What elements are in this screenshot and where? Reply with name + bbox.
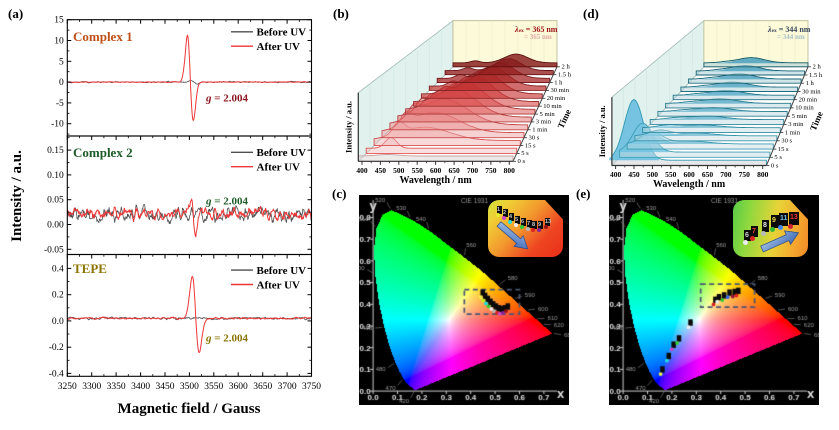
svg-text:0.2: 0.2 xyxy=(52,291,64,301)
svg-text:-5: -5 xyxy=(56,99,64,109)
svg-text:750: 750 xyxy=(739,170,751,179)
svg-text:Intensity / a.u.: Intensity / a.u. xyxy=(9,150,25,242)
svg-text:3500: 3500 xyxy=(180,382,199,392)
svg-text:800: 800 xyxy=(504,166,516,175)
svg-text:0.00: 0.00 xyxy=(47,221,64,231)
svg-text:(a): (a) xyxy=(8,6,23,21)
svg-text:5 min: 5 min xyxy=(792,113,808,120)
svg-text:15 s: 15 s xyxy=(778,146,789,153)
svg-text:-10: -10 xyxy=(51,120,64,130)
svg-text:450: 450 xyxy=(375,166,387,175)
svg-text:After UV: After UV xyxy=(257,162,301,174)
svg-text:650: 650 xyxy=(448,166,460,175)
svg-text:Wavelength / nm: Wavelength / nm xyxy=(399,175,472,186)
svg-text:-0.4: -0.4 xyxy=(49,369,64,379)
svg-text:600: 600 xyxy=(430,166,442,175)
svg-text:0 s: 0 s xyxy=(771,162,779,169)
svg-text:5: 5 xyxy=(59,57,64,67)
svg-text:3650: 3650 xyxy=(253,382,272,392)
svg-text:3 min: 3 min xyxy=(536,119,552,126)
svg-text:700: 700 xyxy=(720,170,732,179)
svg-text:10: 10 xyxy=(54,37,64,47)
svg-text:700: 700 xyxy=(467,166,479,175)
svg-text:Before UV: Before UV xyxy=(257,265,307,277)
svg-text:3350: 3350 xyxy=(107,382,126,392)
svg-text:750: 750 xyxy=(485,166,497,175)
svg-text:15: 15 xyxy=(54,16,64,26)
svg-text:550: 550 xyxy=(665,170,677,179)
svg-text:Before UV: Before UV xyxy=(257,27,307,39)
svg-text:1 h: 1 h xyxy=(806,80,815,87)
svg-text:Complex 1: Complex 1 xyxy=(73,29,133,44)
svg-text:1.5 h: 1.5 h xyxy=(809,72,823,79)
svg-text:30 s: 30 s xyxy=(781,138,792,145)
svg-text:Time: Time xyxy=(556,108,573,130)
svg-text:500: 500 xyxy=(393,166,405,175)
svg-text:3250: 3250 xyxy=(58,382,77,392)
svg-text:1 min: 1 min xyxy=(785,129,801,136)
svg-text:Complex 2: Complex 2 xyxy=(73,145,133,160)
svg-text:30 min: 30 min xyxy=(802,88,821,95)
svg-text:20 min: 20 min xyxy=(547,95,566,102)
svg-text:30 min: 30 min xyxy=(551,87,570,94)
svg-text:0.10: 0.10 xyxy=(47,171,64,181)
svg-text:-0.05: -0.05 xyxy=(44,245,64,255)
svg-text:400: 400 xyxy=(610,170,622,179)
svg-text:g = 2.004: g = 2.004 xyxy=(205,333,249,345)
svg-text:600: 600 xyxy=(683,170,695,179)
svg-text:5 s: 5 s xyxy=(521,150,529,157)
svg-text:3450: 3450 xyxy=(156,382,175,392)
svg-text:3 min: 3 min xyxy=(788,121,804,128)
svg-text:0.4: 0.4 xyxy=(52,264,64,274)
svg-text:TEPE: TEPE xyxy=(73,261,107,276)
svg-text:g = 2.004: g = 2.004 xyxy=(205,196,249,208)
svg-text:15 s: 15 s xyxy=(525,142,536,149)
svg-text:450: 450 xyxy=(628,170,640,179)
svg-text:3600: 3600 xyxy=(229,382,248,392)
svg-text:1.5 h: 1.5 h xyxy=(558,72,572,79)
svg-text:Magnetic field / Gauss: Magnetic field / Gauss xyxy=(118,401,261,417)
svg-text:3400: 3400 xyxy=(131,382,150,392)
svg-text:0.0: 0.0 xyxy=(52,317,64,327)
svg-text:30 s: 30 s xyxy=(529,135,540,142)
svg-text:3750: 3750 xyxy=(302,382,321,392)
svg-text:-0.2: -0.2 xyxy=(49,343,64,353)
svg-text:550: 550 xyxy=(412,166,424,175)
svg-text:5 min: 5 min xyxy=(540,111,556,118)
svg-text:g = 2.004: g = 2.004 xyxy=(205,93,249,105)
svg-text:0.05: 0.05 xyxy=(47,196,64,206)
svg-text:2 h: 2 h xyxy=(813,64,822,71)
svg-text:800: 800 xyxy=(757,170,769,179)
svg-text:3550: 3550 xyxy=(204,382,223,392)
svg-text:1 h: 1 h xyxy=(554,79,563,86)
svg-text:After UV: After UV xyxy=(257,279,301,291)
svg-text:1 min: 1 min xyxy=(532,127,548,134)
svg-text:0 s: 0 s xyxy=(518,158,526,165)
svg-text:3700: 3700 xyxy=(278,382,297,392)
svg-text:5 s: 5 s xyxy=(774,154,782,161)
svg-text:500: 500 xyxy=(647,170,659,179)
svg-text:10 min: 10 min xyxy=(795,105,814,112)
svg-text:Wavelength / nm: Wavelength / nm xyxy=(653,179,726,190)
svg-text:0: 0 xyxy=(59,78,64,88)
svg-text:400: 400 xyxy=(356,166,368,175)
svg-text:(d): (d) xyxy=(583,6,599,21)
svg-text:Before UV: Before UV xyxy=(257,147,307,159)
svg-text:3300: 3300 xyxy=(82,382,101,392)
svg-text:10 min: 10 min xyxy=(543,103,562,110)
svg-text:Time: Time xyxy=(808,110,825,132)
svg-text:(b): (b) xyxy=(333,6,349,21)
svg-text:Intensity / a.u.: Intensity / a.u. xyxy=(597,105,607,157)
svg-text:0.15: 0.15 xyxy=(47,146,64,156)
svg-text:After UV: After UV xyxy=(257,41,301,53)
svg-text:650: 650 xyxy=(702,170,714,179)
svg-text:Intensity / a.u.: Intensity / a.u. xyxy=(343,101,353,153)
svg-text:2 h: 2 h xyxy=(562,64,571,71)
svg-text:20 min: 20 min xyxy=(799,97,818,104)
